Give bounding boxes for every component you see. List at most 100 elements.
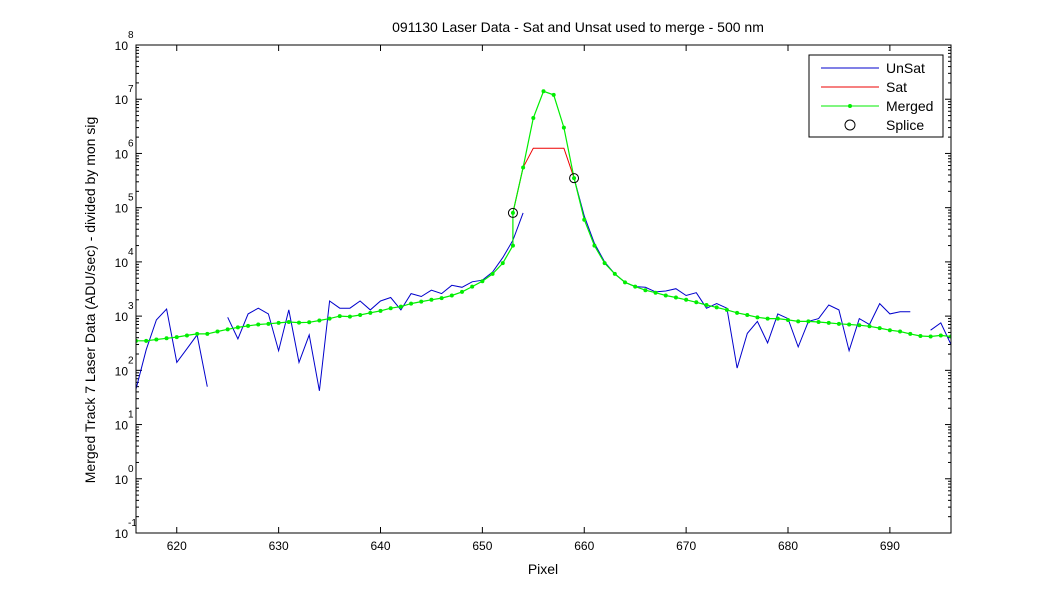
legend-box [808, 54, 944, 138]
y-tick-label-exponent: 2 [128, 355, 134, 366]
data-point-merged [174, 335, 179, 340]
data-point-merged [256, 322, 261, 327]
x-tick-label: 640 [370, 539, 390, 553]
splice-marker [569, 173, 580, 184]
data-point-merged [938, 333, 943, 338]
data-point-merged [500, 261, 505, 266]
splice-marker [507, 207, 518, 218]
legend-swatch-marker [848, 104, 852, 108]
data-point-merged [378, 308, 383, 313]
y-tick-label-exponent: 8 [128, 30, 134, 41]
data-point-merged [531, 116, 536, 121]
data-point-merged [806, 319, 811, 324]
data-point-merged [470, 284, 475, 289]
series-line-unsat [136, 307, 208, 390]
y-tick-label-base: 10 [115, 256, 129, 270]
y-tick-label-base: 10 [115, 473, 129, 487]
data-point-merged [633, 284, 638, 289]
data-point-merged [887, 328, 892, 333]
data-point-merged [510, 210, 515, 215]
legend-label: Merged [886, 98, 933, 114]
x-tick-label: 620 [167, 539, 187, 553]
data-point-merged [490, 271, 495, 276]
data-point-merged [694, 300, 699, 305]
data-point-merged [765, 316, 770, 321]
x-axis-label: Pixel [528, 561, 558, 577]
x-tick-label: 660 [574, 539, 594, 553]
y-tick-label-base: 10 [115, 202, 129, 216]
data-point-merged [816, 319, 821, 324]
y-tick-label-exponent: 7 [128, 84, 134, 95]
data-layer [136, 89, 951, 391]
series-line-merged [136, 90, 951, 342]
data-point-merged [684, 297, 689, 302]
data-point-merged [724, 307, 729, 312]
data-point-merged [398, 304, 403, 309]
data-point-merged [205, 331, 210, 336]
data-point-merged [877, 326, 882, 331]
data-point-merged [409, 301, 414, 306]
data-point-merged [653, 290, 658, 295]
data-point-merged [847, 322, 852, 327]
data-point-merged [541, 89, 546, 94]
data-point-merged [735, 310, 740, 315]
data-point-merged [918, 333, 923, 338]
x-tick-label: 680 [778, 539, 798, 553]
y-tick-label-exponent: 5 [128, 193, 134, 204]
data-point-merged [144, 338, 149, 343]
data-point-merged [276, 320, 281, 325]
data-point-merged [857, 323, 862, 328]
data-point-merged [358, 312, 363, 317]
data-point-merged [327, 316, 332, 321]
data-point-merged [195, 331, 200, 336]
data-point-merged [266, 321, 271, 326]
data-point-merged [368, 310, 373, 315]
data-point-merged [286, 319, 291, 324]
y-tick-label-base: 10 [115, 364, 129, 378]
data-point-merged [307, 320, 312, 325]
data-point-merged [551, 92, 556, 97]
x-tick-label: 650 [472, 539, 492, 553]
legend-label: UnSat [886, 60, 925, 76]
data-point-merged [235, 325, 240, 330]
data-point-merged [510, 243, 515, 248]
data-point-merged [714, 305, 719, 310]
data-point-merged [439, 296, 444, 301]
y-tick-label-base: 10 [115, 93, 129, 107]
y-tick-label-exponent: 3 [128, 301, 134, 312]
legend-label: Splice [886, 117, 924, 133]
plot-area: 620 630 640 650 660 670 680 69010-1100101102103… [115, 30, 952, 553]
legend-label: Sat [886, 79, 907, 95]
data-point-merged [347, 314, 352, 319]
series-line-unsat [227, 212, 524, 391]
data-point-merged [796, 319, 801, 324]
y-tick-label-base: 10 [115, 310, 129, 324]
data-point-merged [154, 337, 159, 342]
data-point-merged [388, 306, 393, 311]
data-point-merged [561, 125, 566, 130]
data-point-merged [745, 312, 750, 317]
y-tick-label-base: 10 [115, 39, 129, 53]
data-point-merged [602, 261, 607, 266]
data-point-merged [215, 329, 220, 334]
data-point-merged [460, 289, 464, 294]
data-point-merged [673, 295, 678, 300]
data-point-merged [612, 271, 617, 276]
y-tick-label-exponent: 6 [128, 138, 134, 149]
data-point-merged [704, 303, 709, 308]
data-point-merged [317, 318, 322, 323]
data-point-merged [663, 293, 668, 298]
data-point-merged [643, 288, 648, 293]
data-point-merged [786, 317, 790, 322]
y-axis-label: Merged Track 7 Laser Data (ADU/sec) - di… [82, 117, 98, 483]
y-tick-label-exponent: 4 [128, 247, 134, 258]
axes-box [135, 44, 952, 534]
y-tick-label-exponent: 0 [128, 464, 134, 475]
data-point-merged [582, 217, 587, 222]
x-tick-label: 670 [676, 539, 696, 553]
y-tick-label-base: 10 [115, 147, 129, 161]
data-point-merged [429, 297, 434, 302]
chart-title: 091130 Laser Data - Sat and Unsat used t… [392, 19, 764, 35]
data-point-merged [775, 316, 780, 321]
